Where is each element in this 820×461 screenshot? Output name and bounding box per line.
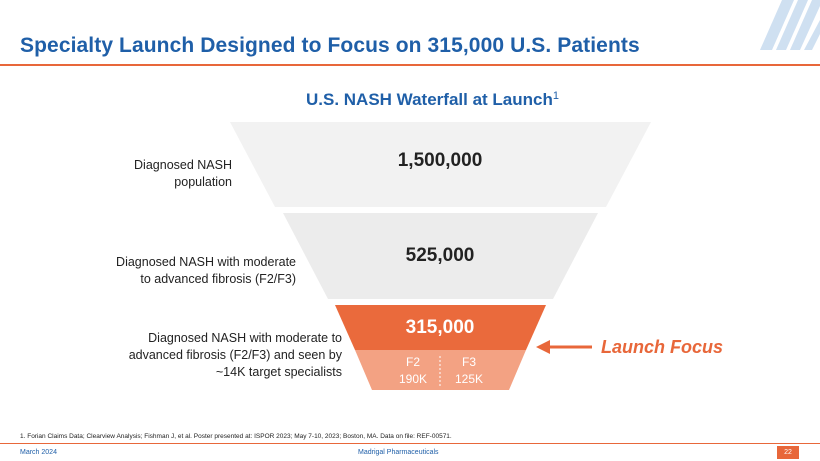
stage-1-label: Diagnosed NASH population <box>134 158 232 189</box>
chart-title: U.S. NASH Waterfall at Launch1 <box>306 90 559 109</box>
stage-1-value: 1,500,000 <box>397 150 483 171</box>
stage-3-value: 315,000 <box>405 317 475 338</box>
arrow-left-icon <box>536 340 592 354</box>
company-logo-icon <box>760 0 820 50</box>
stage-3-label: Diagnosed NASH with moderate to advanced… <box>128 331 342 379</box>
f3-breakdown: F3 125K <box>444 354 494 388</box>
launch-focus-callout: Launch Focus <box>601 337 724 357</box>
f2-breakdown: F2 190K <box>388 354 438 388</box>
f2-value: 190K <box>398 372 428 386</box>
footer-company: Madrigal Pharmaceuticals <box>358 449 439 456</box>
funnel-stage-3 <box>335 305 546 350</box>
f3-label: F3 <box>461 355 476 369</box>
f3-value: 125K <box>454 372 484 386</box>
footer-date: March 2024 <box>20 449 57 456</box>
funnel-stage-2 <box>283 213 598 299</box>
title-divider <box>0 64 820 66</box>
stage-2-value: 525,000 <box>405 245 475 266</box>
page-title: Specialty Launch Designed to Focus on 31… <box>20 34 640 57</box>
funnel-stage-1 <box>230 122 651 207</box>
stage-2-label: Diagnosed NASH with moderate to advanced… <box>116 255 296 286</box>
footer-divider <box>0 443 820 444</box>
page-number: 22 <box>777 446 799 459</box>
f2-label: F2 <box>405 355 420 369</box>
footnote: 1. Forian Claims Data; Clearview Analysi… <box>20 433 452 440</box>
